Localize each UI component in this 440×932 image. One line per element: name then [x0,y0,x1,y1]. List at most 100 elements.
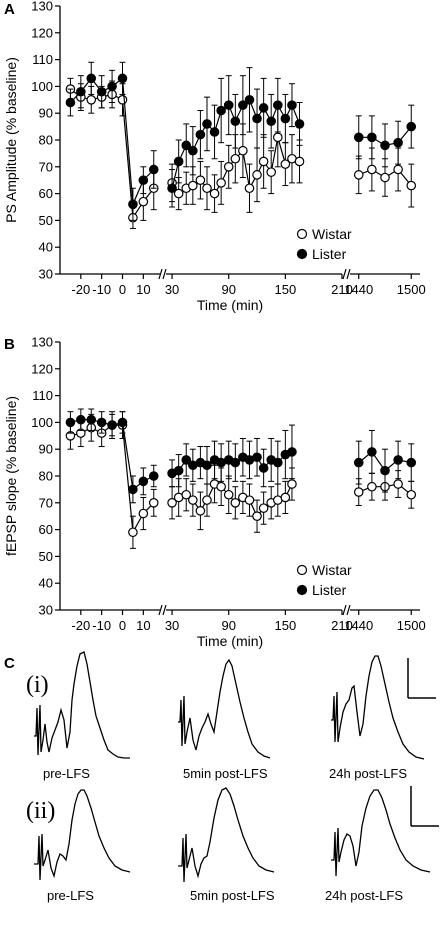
panel-b-x-axis-label: Time (min) [197,633,263,649]
panel-a-lister-data-point [148,164,159,175]
trace-24h-post-lfs-i [331,655,425,760]
trace-label-24h-post-lfs-ii: 24h post-LFS [325,888,403,903]
panel-b-x-tick-label: 150 [275,618,297,633]
panel-a-lister-data-point [380,140,390,151]
panel-b-wistar-data-point [244,495,255,505]
panel-a-wistar-data-point [380,172,390,183]
trace-5min-post-lfs-i [178,658,271,759]
panel-b-wistar-data-point [230,497,241,508]
panel-b-y-tick-label: 70 [39,495,53,510]
panel-b-x-tick-label: 1500 [397,618,426,633]
panel-a-x-tick-label: 1500 [397,282,426,297]
trace-row-label-i: (i) [26,672,49,698]
panel-a-lister-data-point [167,183,177,194]
panel-a-wistar-data-point [273,132,283,143]
panel-b-axis-break-mark [162,604,167,616]
panel-b-x-tick-label: 10 [136,618,150,633]
trace-label-pre-lfs-i: pre-LFS [43,766,90,781]
panel-a-lister-data-point [266,116,276,127]
panel-a-wistar-data-point [353,170,364,180]
panel-b-lister-data-point [287,447,297,457]
trace-pre-lfs-i [34,651,130,759]
panel-a-lister-data-point [287,100,297,110]
panel-b-wistar-data-point [393,479,403,489]
panel-a-axis-break-mark [158,268,163,280]
panel-b-lister-data-point [96,417,107,428]
panel-a-lister-data-point [238,100,248,110]
panel-b-legend-label-wistar: Wistar [312,562,352,578]
panel-b-legend-marker-wistar [296,564,308,576]
panel-a-lister-data-point [230,116,241,127]
panel-a-wistar-data-point [294,156,305,167]
panel-b-x-tick-label: 90 [221,618,235,633]
panel-b-lister-data-point [76,414,86,425]
panel-b-wistar-data-point [195,506,206,516]
panel-a-y-tick-label: 80 [39,133,53,148]
panel-b-lister-data-point [173,465,184,476]
panel-a-lister-data-point [128,199,138,210]
panel-a-lister-data-point [353,132,364,143]
panel-a-lister-data-point [209,127,220,137]
panel-b-y-tick-label: 30 [39,603,53,618]
panel-a-lister-data-point [244,95,255,105]
panel-a-y-tick-label: 40 [39,240,53,255]
panel-a-lister-data-point [117,73,128,84]
panel-a-lister-data-point [393,137,403,148]
trace-5min-post-lfs-ii [178,787,275,883]
panel-b-wistar-data-point [181,489,192,500]
panel-a-x-tick-label: 1440 [344,282,373,297]
panel-b-x-tick-label: 1440 [344,618,373,633]
panel-b-lister-data-point [107,420,117,430]
panel-a-wistar-data-point [216,178,226,188]
panel-a-axis-break-mark [346,268,351,280]
panel-b-wistar-data-point [287,479,297,489]
panel-b-lister-data-point [367,447,377,457]
panel-b-y-tick-label: 40 [39,576,53,591]
trace-pre-lfs-ii [34,789,131,881]
panel-b-lister-data-point [128,484,138,495]
panel-a-wistar-data-point [244,183,255,194]
panel-b-lister-data-point [117,417,128,428]
panel-a-y-tick-label: 100 [31,79,53,94]
panel-a-y-tick-label: 90 [39,106,53,121]
panel-b-y-tick-label: 130 [31,335,53,350]
panel-b-lister-data-point [258,463,269,473]
panel-b-y-tick-label: 90 [39,442,53,457]
panel-b-wistar-data-point [128,527,138,538]
panel-a-x-tick-label: 10 [136,282,150,297]
trace-label-24h-post-lfs-i: 24h post-LFS [329,766,407,781]
panel-b-lister-data-point [393,455,403,465]
panel-a-wistar-data-point [230,153,241,164]
panel-a-wistar-data-point [195,175,206,185]
panel-b-lister-data-point [86,414,97,425]
panel-a-lister-data-point [65,97,76,108]
panel-a-y-tick-label: 60 [39,186,53,201]
panel-a-x-axis-label: Time (min) [197,297,263,313]
panel-a-x-tick-label: 0 [119,282,126,297]
panel-b-y-tick-label: 110 [32,388,53,403]
panel-b-x-tick-label: 0 [119,618,126,633]
panel-b-lister-data-point [230,457,241,468]
panel-a-lister-data-point [367,132,377,143]
panel-b-wistar-data-point [202,495,212,505]
panel-a-wistar-data-point [238,145,248,156]
panel-a-x-tick-label: 30 [165,282,179,297]
panel-b-axis-break-mark [342,604,347,616]
panel-b-wistar-data-point [280,492,291,503]
panel-a-lister-data-point [188,145,198,156]
panel-b-wistar-data-point [258,503,269,513]
panel-a-lister-data-point [181,140,192,151]
panel-b-lister-data-point [65,417,76,428]
panel-b-lister-data-point [353,457,364,468]
panel-a-x-tick-label: 210 [331,282,353,297]
trace-label-pre-lfs-ii: pre-LFS [47,888,94,903]
panel-b-wistar-data-point [148,497,159,508]
panel-b-x-tick-label: -10 [92,618,111,633]
panel-letter-c: C [4,655,15,672]
panel-a-y-tick-label: 120 [31,25,53,40]
scale-bar-i [407,658,436,699]
panel-b-y-tick-label: 50 [39,549,53,564]
panel-a-legend-label-wistar: Wistar [312,226,352,242]
